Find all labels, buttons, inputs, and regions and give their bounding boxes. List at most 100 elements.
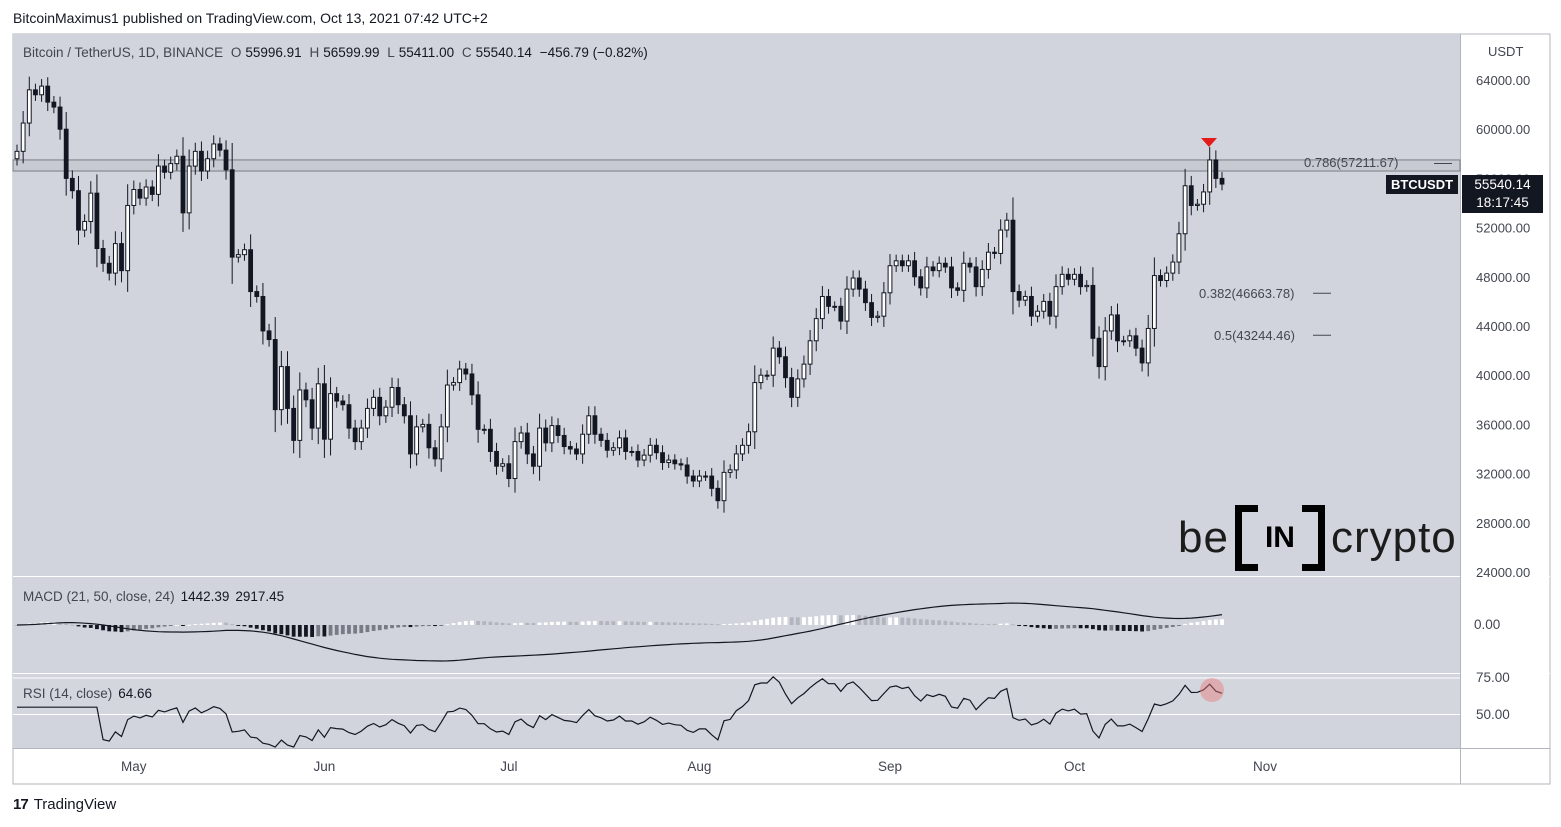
macd-bar [1146,625,1151,632]
macd-bar [310,625,314,637]
macd-bar [746,622,751,625]
macd-bar [420,625,425,627]
candle-body [1188,185,1194,206]
candle-body [955,287,961,291]
macd-title[interactable]: MACD (21, 50, close, 24) [23,589,175,604]
candle-body [469,373,475,396]
rsi-line [17,675,1223,748]
candle-body [20,122,26,152]
last-price-value: 55540.14 [1474,177,1531,192]
fib-lines [1313,162,1452,336]
macd-bar [1041,625,1046,629]
macd-bar [574,621,579,625]
candle-body [371,396,376,409]
candle-body [88,192,94,222]
tradingview-footer[interactable]: 17 TradingView [13,796,116,813]
macd-bar [457,621,462,625]
candle-body [1145,327,1151,364]
macd-bar [488,621,493,625]
candle-body [647,444,653,456]
symbol-price-tag: BTCUSDT [1386,175,1458,194]
candle-body [899,260,905,267]
candle-body [1041,300,1047,312]
candle-body [1029,295,1034,317]
candle-body [180,155,186,214]
candle-body [740,444,745,455]
candle-body [826,295,831,307]
macd-bar [224,622,228,625]
candle-body [315,383,321,429]
candle-body [1121,340,1127,343]
candle-body [1059,273,1065,288]
macd-bar [961,622,966,625]
macd-bar [390,625,394,629]
macd-bar [1134,625,1138,632]
macd-bar [359,625,364,634]
candle-body [856,277,862,290]
candle-body [703,475,708,478]
candle-body [137,188,143,199]
low-label: L [387,45,395,60]
watermark-right: crypto [1330,513,1457,562]
candle-body [506,463,512,480]
candle-body [14,150,20,160]
time-tick-label: Jul [500,759,517,774]
macd-bar [408,625,413,628]
candle-body [807,340,813,365]
candle-body [1127,335,1133,342]
candle-body [666,459,672,464]
macd-bar [617,621,622,625]
candle-body [617,437,622,449]
candle-body [451,382,456,386]
price-tick-label: 64000.00 [1476,73,1530,88]
candle-body [100,248,106,264]
macd-bar [1164,625,1169,628]
macd-bar [783,616,788,625]
macd-bar [217,622,222,625]
candle-body [641,454,647,461]
macd-bar [918,619,923,625]
macd-bar [611,621,616,625]
rsi-title[interactable]: RSI (14, close) [23,686,113,701]
candle-body [1108,314,1114,332]
candle-body [76,190,81,231]
candle-body [389,387,395,408]
symbol-title[interactable]: Bitcoin / TetherUS, 1D, BINANCE [23,45,224,60]
macd-bar [107,625,112,632]
macd-bar [722,624,726,626]
candle-body [924,266,930,289]
candle-body [266,330,272,341]
candle-body [801,363,807,380]
macd-bar [353,625,358,634]
candle-body [869,302,874,318]
macd-bar [709,623,714,625]
candle-body [438,426,444,460]
candle-body [365,407,370,429]
macd-bar [556,621,560,625]
candle-body [106,262,112,274]
candle-body [39,85,44,96]
candle-body [524,432,530,455]
macd-bar [968,622,972,625]
macd-bar [875,617,880,625]
candle-body [162,165,167,173]
macd-bar [1127,625,1132,632]
candle-body [697,475,702,482]
candle-body [1151,275,1157,329]
candle-body [475,394,481,430]
candle-body [727,469,733,473]
time-tick-label: Jun [314,759,336,774]
candle-body [733,453,739,471]
candle-body [979,268,985,288]
candle-body [918,276,924,289]
candle-body [395,387,401,406]
candle-body [125,204,131,272]
macd-bar [1115,625,1120,631]
macd-bar [76,625,81,627]
macd-bar [660,622,665,625]
candle-body [635,450,641,461]
macd-bar [734,623,739,625]
fib-0382-label: 0.382(46663.78) [1199,286,1295,301]
macd-bar [297,625,302,637]
